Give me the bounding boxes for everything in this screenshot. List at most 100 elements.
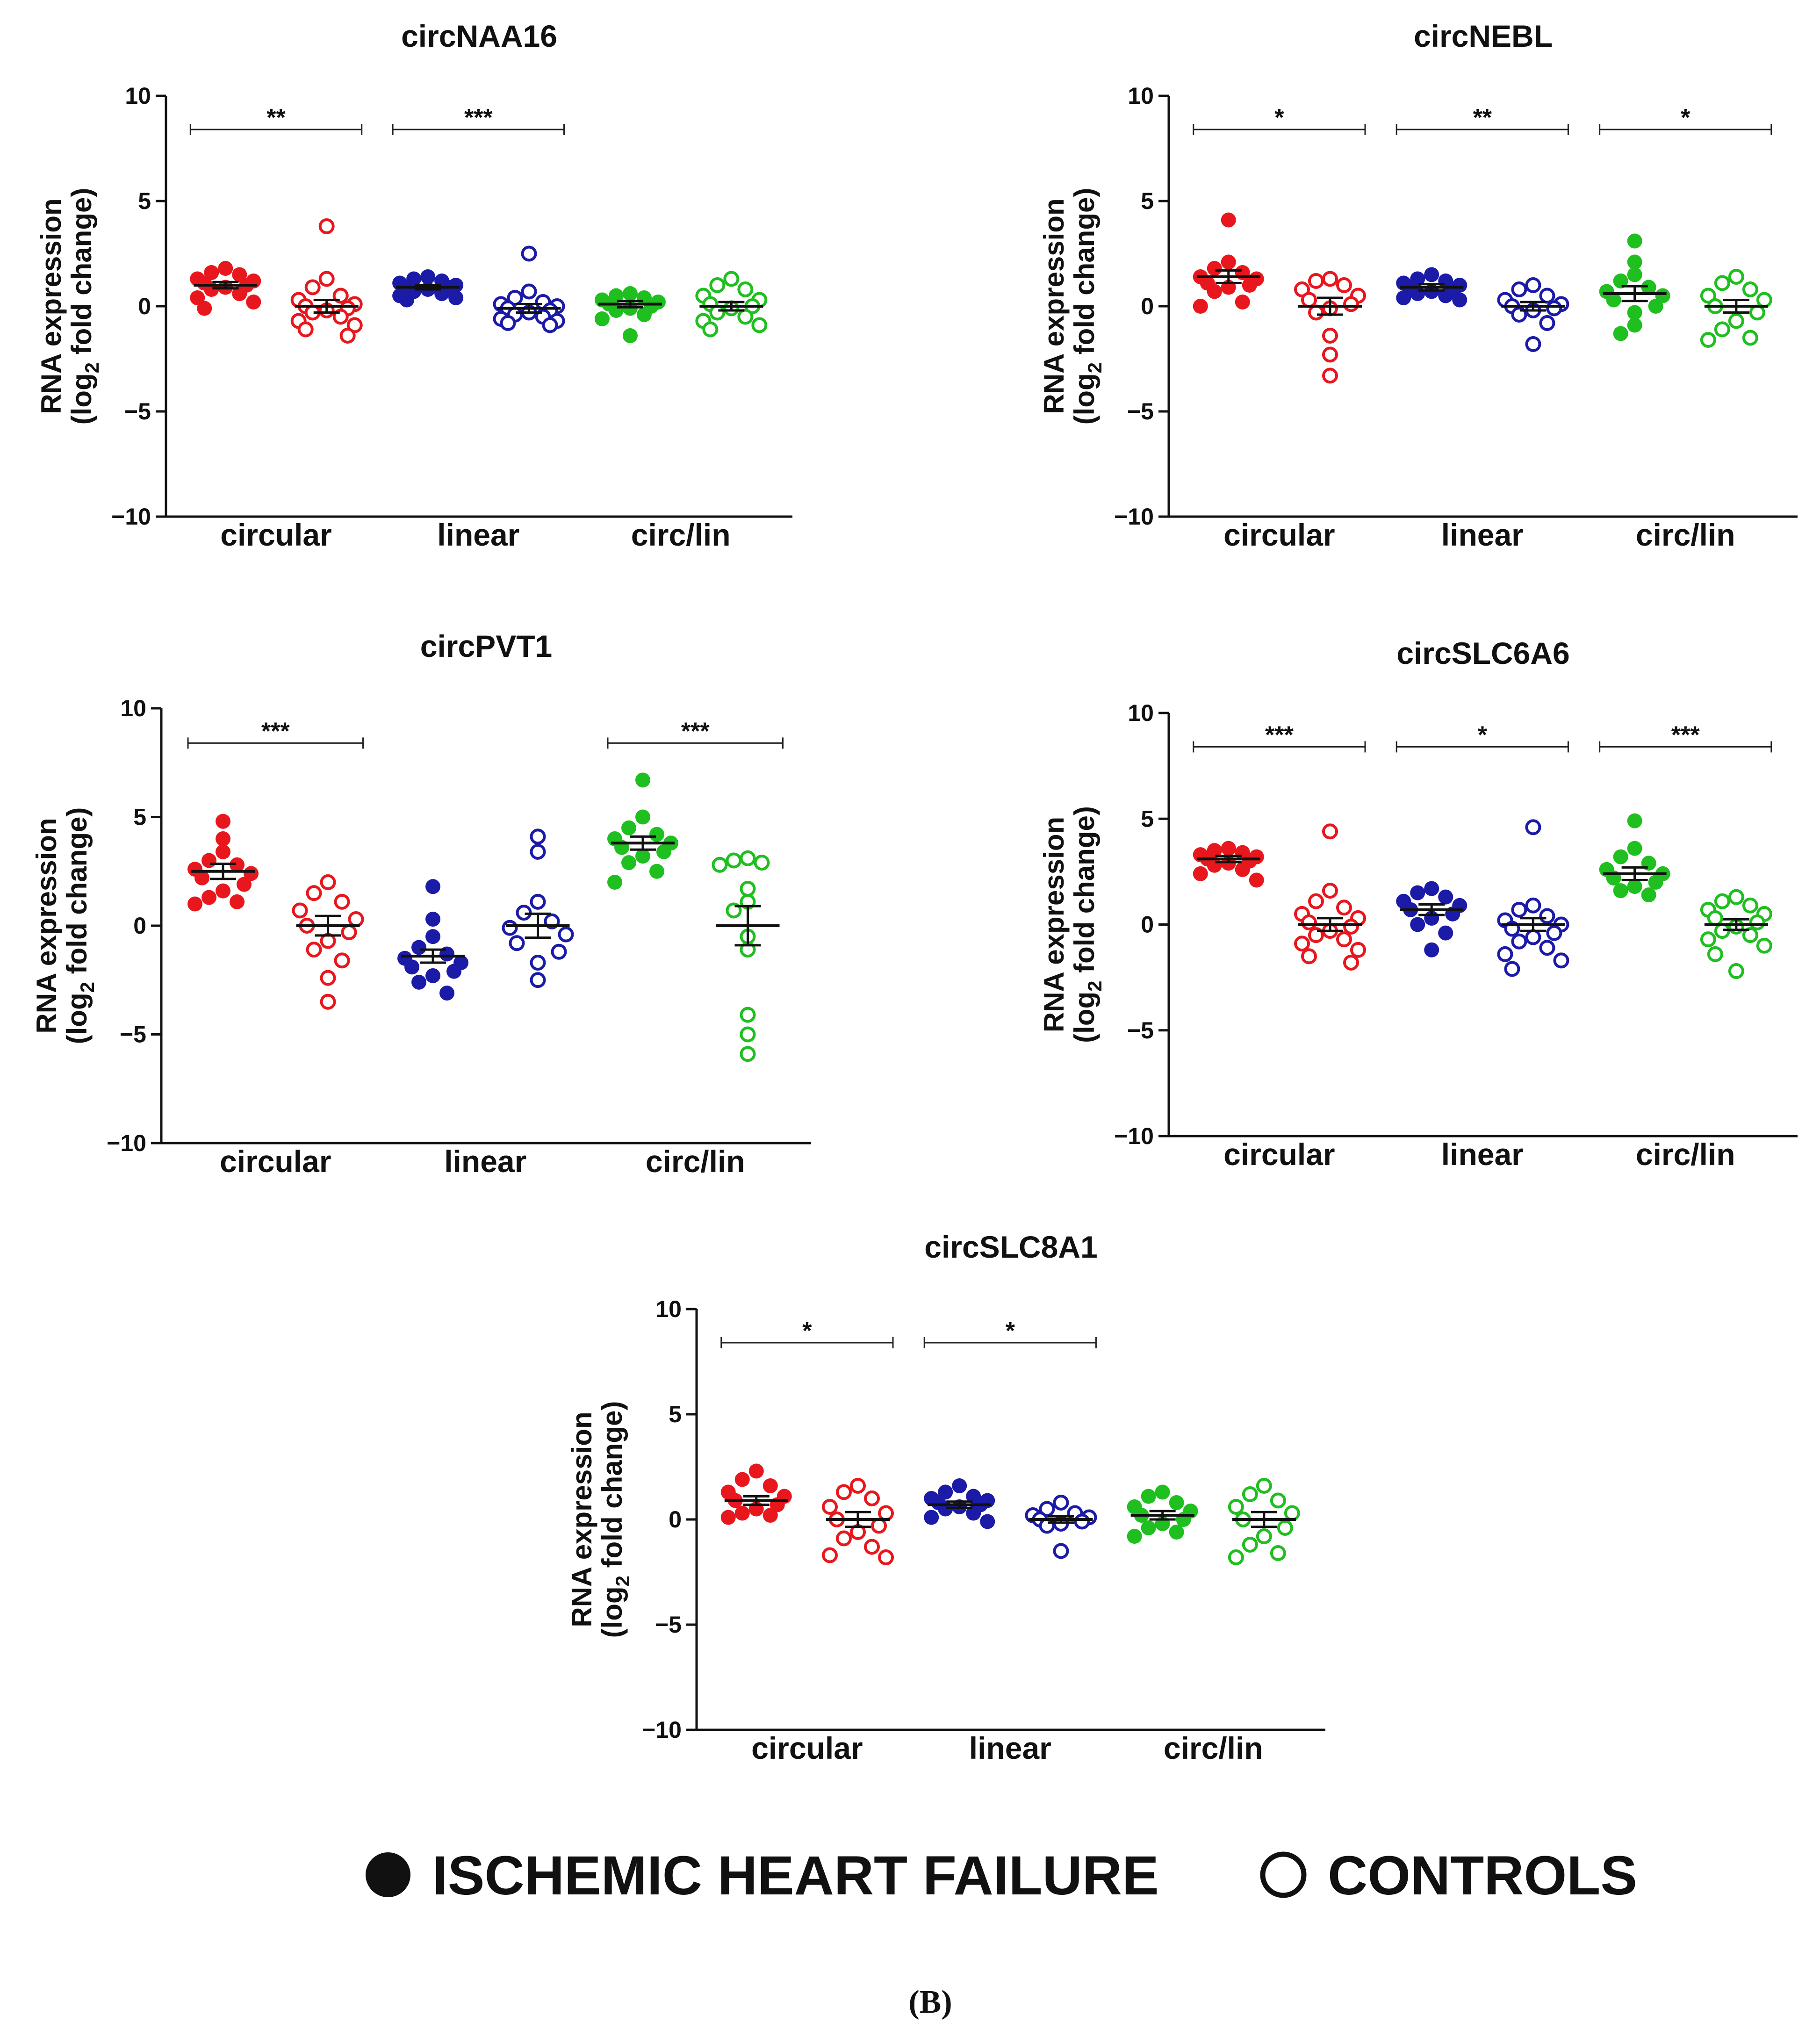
data-point — [509, 935, 525, 951]
data-point — [530, 828, 546, 845]
data-point — [1410, 917, 1425, 932]
y-tick-label: 0 — [133, 913, 146, 939]
data-point — [649, 827, 664, 842]
significance-label: *** — [681, 718, 710, 745]
y-tick-label: 10 — [1128, 83, 1154, 109]
y-tick-label: 10 — [655, 1296, 682, 1322]
data-point — [1627, 267, 1642, 282]
data-point — [740, 1007, 756, 1023]
data-point — [870, 1518, 887, 1534]
data-point — [1235, 862, 1250, 877]
data-point — [507, 290, 523, 306]
significance-label: * — [1006, 1317, 1015, 1345]
data-point — [1301, 948, 1317, 965]
data-point — [446, 964, 462, 979]
data-point — [339, 328, 356, 344]
data-point — [346, 317, 363, 333]
chart-4: circSLC8A1 10 5 0 −5 −10 RNA expression(log2 f… — [566, 1230, 1325, 1765]
group-label: circ/lin — [1636, 518, 1735, 552]
data-point — [607, 875, 622, 890]
data-point — [187, 896, 203, 912]
data-point — [649, 864, 664, 879]
data-point — [232, 286, 247, 301]
chart-title: circSLC6A6 — [1396, 636, 1570, 670]
data-point — [1525, 819, 1541, 835]
data-point — [1756, 937, 1772, 954]
data-point — [734, 1472, 750, 1487]
data-point — [1511, 901, 1527, 918]
data-point — [341, 924, 357, 940]
data-point — [835, 1484, 852, 1500]
y-tick-label: −10 — [642, 1717, 682, 1743]
data-point — [1627, 254, 1642, 270]
significance-label: * — [1681, 104, 1691, 131]
series-5 — [1700, 269, 1772, 348]
data-point — [306, 942, 322, 958]
data-point — [1322, 346, 1338, 363]
y-axis-label: RNA expression — [31, 818, 62, 1033]
data-point — [1641, 280, 1656, 295]
data-point — [622, 328, 638, 343]
data-point — [1127, 1529, 1142, 1544]
data-point — [636, 307, 652, 322]
data-point — [1410, 885, 1425, 900]
y-tick-label: 0 — [669, 1506, 682, 1533]
data-point — [1424, 942, 1439, 957]
y-axis-label-part: fold change) — [597, 1401, 628, 1576]
chart-2: circPVT1 10 5 0 −5 −10 RNA expression(log2 fol… — [31, 629, 811, 1179]
y-axis-label-subscript: 2 — [76, 982, 98, 993]
data-point — [1343, 296, 1359, 312]
y-axis-label-subscript: 2 — [611, 1576, 633, 1586]
data-point — [1539, 940, 1555, 956]
data-point — [1627, 305, 1642, 320]
y-tick-label: −10 — [1114, 504, 1154, 530]
data-point — [404, 959, 420, 975]
data-point — [1539, 315, 1555, 331]
data-point — [622, 286, 638, 301]
data-point — [1235, 295, 1250, 310]
series-1 — [290, 218, 363, 344]
data-point — [551, 943, 567, 960]
data-point — [1074, 1513, 1090, 1530]
data-point — [1742, 330, 1758, 346]
data-point — [1497, 946, 1513, 962]
data-point — [737, 309, 754, 325]
data-point — [306, 885, 322, 901]
chart-0: circNAA16 10 5 0 −5 −10 RNA expression(log2 fo… — [36, 19, 792, 552]
data-point — [232, 267, 247, 282]
y-axis-label-units: (log2 fold change) — [61, 807, 98, 1044]
data-point — [1249, 872, 1264, 888]
data-point — [1336, 900, 1352, 916]
series-3 — [1497, 277, 1569, 352]
y-axis-label-part: (log — [597, 1586, 628, 1638]
data-point — [425, 968, 441, 983]
y-tick-label: 0 — [1141, 293, 1154, 319]
data-point — [1141, 1489, 1156, 1504]
data-point — [709, 304, 726, 321]
group-label: circular — [1223, 518, 1335, 552]
data-point — [530, 972, 546, 988]
series-0 — [1193, 841, 1264, 888]
y-tick-label: 10 — [120, 695, 146, 721]
significance-label: * — [1478, 721, 1488, 749]
significance-label: ** — [1473, 104, 1492, 131]
chart-title: circNEBL — [1414, 19, 1553, 53]
data-point — [1322, 271, 1338, 287]
significance-label: *** — [464, 104, 493, 131]
data-point — [318, 218, 335, 234]
chart-title: circSLC8A1 — [924, 1230, 1098, 1264]
data-point — [190, 290, 205, 305]
data-point — [878, 1549, 894, 1565]
data-point — [763, 1478, 778, 1493]
series-5 — [712, 850, 780, 1062]
data-point — [1270, 1545, 1286, 1561]
data-point — [702, 321, 719, 338]
y-tick-label: −5 — [124, 398, 151, 425]
y-tick-label: 5 — [1141, 188, 1154, 214]
series-2 — [1396, 267, 1468, 308]
data-point — [878, 1505, 894, 1521]
y-axis-label-part: fold change) — [1069, 806, 1100, 980]
series-2 — [1396, 881, 1468, 957]
data-point — [1613, 849, 1628, 864]
